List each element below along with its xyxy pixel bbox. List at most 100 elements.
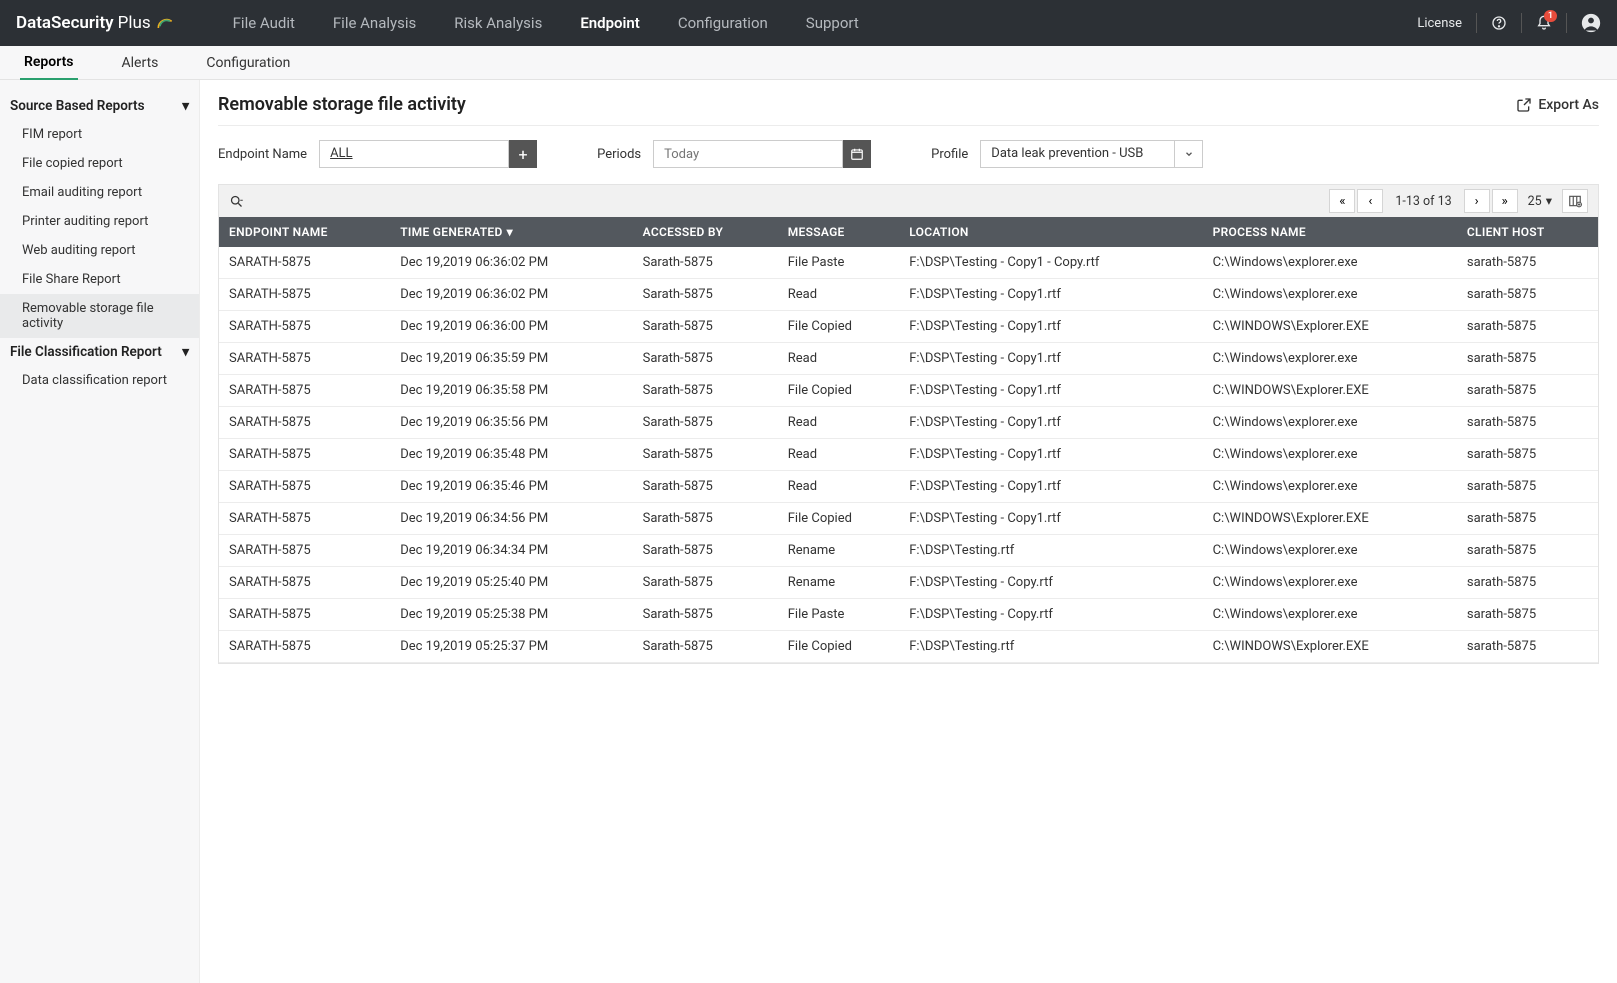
table-cell: Sarath-5875 [633, 439, 778, 471]
table-row[interactable]: SARATH-5875Dec 19,2019 06:35:59 PMSarath… [219, 343, 1598, 375]
table-row[interactable]: SARATH-5875Dec 19,2019 06:36:00 PMSarath… [219, 311, 1598, 343]
export-button[interactable]: Export As [1516, 97, 1599, 113]
table-container: « ‹ 1-13 of 13 › » 25▾ ENDPOINT NAMETIME… [218, 184, 1599, 664]
filter-profile: Profile Data leak prevention - USB [931, 140, 1203, 168]
table-cell: Sarath-5875 [633, 567, 778, 599]
profile-dropdown-button[interactable] [1175, 140, 1203, 168]
calendar-button[interactable] [843, 140, 871, 168]
subnav-item[interactable]: Reports [20, 46, 78, 80]
table-row[interactable]: SARATH-5875Dec 19,2019 05:25:40 PMSarath… [219, 567, 1598, 599]
table-cell: sarath-5875 [1457, 439, 1598, 471]
column-header[interactable]: TIME GENERATED▾ [390, 217, 632, 247]
bell-icon[interactable]: 1 [1536, 15, 1552, 31]
pagesize-select[interactable]: 25▾ [1520, 193, 1560, 209]
table-cell: C:\Windows\explorer.exe [1203, 471, 1457, 503]
first-page-button[interactable]: « [1329, 189, 1355, 213]
table-cell: C:\WINDOWS\Explorer.EXE [1203, 311, 1457, 343]
divider [1521, 13, 1522, 33]
table-row[interactable]: SARATH-5875Dec 19,2019 06:35:58 PMSarath… [219, 375, 1598, 407]
next-page-button[interactable]: › [1464, 189, 1490, 213]
table-cell: sarath-5875 [1457, 471, 1598, 503]
table-cell: Dec 19,2019 06:35:58 PM [390, 375, 632, 407]
topnav-item[interactable]: Configuration [660, 2, 786, 44]
sidebar-item[interactable]: Web auditing report [0, 236, 199, 265]
table-row[interactable]: SARATH-5875Dec 19,2019 05:25:37 PMSarath… [219, 631, 1598, 663]
column-settings-button[interactable] [1562, 189, 1588, 213]
table-cell: Sarath-5875 [633, 375, 778, 407]
page-header: Removable storage file activity Export A… [218, 94, 1599, 126]
license-link[interactable]: License [1417, 16, 1462, 31]
last-page-button[interactable]: » [1492, 189, 1518, 213]
table-cell: Dec 19,2019 05:25:40 PM [390, 567, 632, 599]
table-cell: F:\DSP\Testing - Copy.rtf [899, 599, 1202, 631]
sidebar-item[interactable]: File Share Report [0, 265, 199, 294]
table-row[interactable]: SARATH-5875Dec 19,2019 06:36:02 PMSarath… [219, 247, 1598, 279]
table-row[interactable]: SARATH-5875Dec 19,2019 06:36:02 PMSarath… [219, 279, 1598, 311]
table-cell: Dec 19,2019 06:35:48 PM [390, 439, 632, 471]
table-row[interactable]: SARATH-5875Dec 19,2019 06:35:46 PMSarath… [219, 471, 1598, 503]
product-suffix: Plus [118, 13, 151, 33]
table-cell: Dec 19,2019 06:35:59 PM [390, 343, 632, 375]
period-label: Periods [597, 147, 641, 162]
divider [1476, 13, 1477, 33]
table-cell: Sarath-5875 [633, 535, 778, 567]
table-cell: File Copied [778, 631, 899, 663]
table-cell: Read [778, 471, 899, 503]
period-input[interactable] [653, 140, 843, 168]
topnav-item[interactable]: File Audit [215, 2, 313, 44]
page-title: Removable storage file activity [218, 94, 466, 115]
add-endpoint-button[interactable]: + [509, 140, 537, 168]
content: Removable storage file activity Export A… [200, 80, 1617, 983]
table-cell: SARATH-5875 [219, 631, 390, 663]
subnav-item[interactable]: Configuration [202, 47, 294, 79]
pagesize-value: 25 [1528, 194, 1542, 209]
column-header[interactable]: MESSAGE [778, 217, 899, 247]
user-icon[interactable] [1581, 13, 1601, 33]
topnav-item[interactable]: File Analysis [315, 2, 434, 44]
table-cell: File Paste [778, 247, 899, 279]
help-icon[interactable] [1491, 15, 1507, 31]
column-header[interactable]: CLIENT HOST [1457, 217, 1598, 247]
table-cell: Dec 19,2019 06:36:02 PM [390, 279, 632, 311]
table-row[interactable]: SARATH-5875Dec 19,2019 05:25:38 PMSarath… [219, 599, 1598, 631]
table-cell: sarath-5875 [1457, 375, 1598, 407]
sidebar-item[interactable]: Printer auditing report [0, 207, 199, 236]
sidebar-group-header[interactable]: Source Based Reports▾ [0, 92, 199, 120]
table-cell: F:\DSP\Testing - Copy1.rtf [899, 471, 1202, 503]
topnav-item[interactable]: Risk Analysis [436, 2, 560, 44]
table-cell: Sarath-5875 [633, 311, 778, 343]
table-row[interactable]: SARATH-5875Dec 19,2019 06:34:34 PMSarath… [219, 535, 1598, 567]
sidebar-item[interactable]: Email auditing report [0, 178, 199, 207]
table-cell: sarath-5875 [1457, 279, 1598, 311]
subnav-item[interactable]: Alerts [118, 47, 163, 79]
logo-arc-icon [155, 13, 175, 33]
table-cell: F:\DSP\Testing - Copy1.rtf [899, 407, 1202, 439]
table-row[interactable]: SARATH-5875Dec 19,2019 06:34:56 PMSarath… [219, 503, 1598, 535]
filter-period: Periods [597, 140, 871, 168]
sidebar-item[interactable]: File copied report [0, 149, 199, 178]
table-cell: Read [778, 279, 899, 311]
profile-select[interactable]: Data leak prevention - USB [980, 140, 1175, 168]
sidebar-item[interactable]: FIM report [0, 120, 199, 149]
table-cell: File Copied [778, 311, 899, 343]
table-row[interactable]: SARATH-5875Dec 19,2019 06:35:56 PMSarath… [219, 407, 1598, 439]
column-header[interactable]: LOCATION [899, 217, 1202, 247]
calendar-icon [850, 147, 864, 161]
table-cell: Read [778, 343, 899, 375]
sidebar-item[interactable]: Data classification report [0, 366, 199, 395]
table-cell: C:\Windows\explorer.exe [1203, 535, 1457, 567]
sidebar-item[interactable]: Removable storage file activity [0, 294, 199, 338]
column-header[interactable]: ENDPOINT NAME [219, 217, 390, 247]
topnav-item[interactable]: Endpoint [562, 2, 658, 44]
table-cell: C:\Windows\explorer.exe [1203, 567, 1457, 599]
column-header[interactable]: PROCESS NAME [1203, 217, 1457, 247]
prev-page-button[interactable]: ‹ [1357, 189, 1383, 213]
endpoint-input[interactable]: ALL [319, 140, 509, 168]
column-header[interactable]: ACCESSED BY [633, 217, 778, 247]
search-icon[interactable] [229, 194, 244, 209]
sidebar-group-header[interactable]: File Classification Report▾ [0, 338, 199, 366]
table-cell: sarath-5875 [1457, 599, 1598, 631]
table-row[interactable]: SARATH-5875Dec 19,2019 06:35:48 PMSarath… [219, 439, 1598, 471]
topnav-item[interactable]: Support [788, 2, 877, 44]
table-cell: Read [778, 407, 899, 439]
